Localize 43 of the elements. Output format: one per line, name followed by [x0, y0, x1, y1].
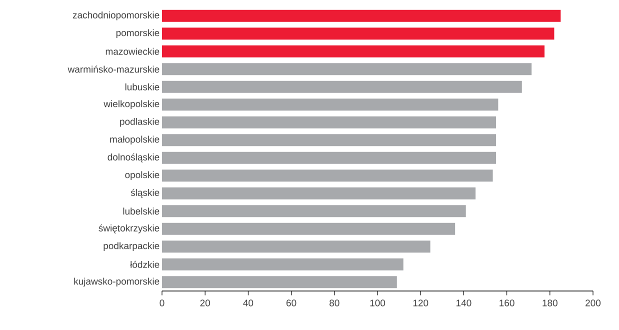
y-tick-label: mazowieckie — [106, 48, 160, 55]
bar — [162, 187, 476, 200]
x-tick-label: 0 — [160, 300, 164, 306]
bar — [162, 45, 545, 58]
x-tick-label: 200 — [586, 300, 601, 306]
y-tick-label: śląskie — [130, 188, 160, 198]
bar — [162, 28, 554, 40]
y-tick-label: lubelskie — [123, 208, 160, 215]
x-tick-label: 100 — [370, 300, 386, 306]
x-tick-label: 140 — [456, 300, 472, 306]
y-tick-label: małopolskie — [110, 136, 160, 145]
bar — [162, 258, 404, 270]
bar — [162, 80, 522, 93]
y-tick-label: opolskie — [125, 171, 160, 180]
bar — [162, 276, 397, 288]
y-tick-label: wielkopolskie — [104, 100, 160, 110]
y-tick-label: lubuskie — [125, 83, 160, 90]
bar — [162, 134, 496, 146]
y-tick-label: kujawsko-pomorskie — [74, 278, 160, 287]
bar — [162, 240, 430, 253]
bar — [162, 63, 532, 76]
x-tick-label: 80 — [330, 300, 340, 306]
bar — [162, 205, 466, 218]
y-tick-label: podlaskie — [120, 118, 160, 127]
y-tick-label: dolnośląskie — [108, 153, 160, 162]
y-tick-label: łódzkie — [130, 260, 160, 268]
x-tick-label: 40 — [243, 300, 254, 306]
y-tick-label: pomorskie — [116, 29, 160, 38]
y-tick-label: zachodniopomorskie — [72, 11, 160, 20]
x-tick-label: 60 — [286, 300, 296, 306]
y-tick-label: podkarpackie — [104, 242, 160, 252]
x-tick-label: 20 — [200, 300, 210, 306]
x-tick-label: 120 — [413, 300, 428, 306]
bar — [162, 98, 498, 111]
bar — [162, 170, 493, 182]
bar — [162, 10, 561, 22]
y-tick-label: świętokrzyskie — [98, 224, 160, 234]
bar — [162, 152, 496, 164]
bar — [162, 116, 496, 128]
x-tick-label: 180 — [542, 300, 558, 306]
bar — [162, 222, 456, 235]
y-tick-label: warmińsko-mazurskie — [68, 66, 160, 73]
x-tick-label: 160 — [500, 300, 514, 306]
